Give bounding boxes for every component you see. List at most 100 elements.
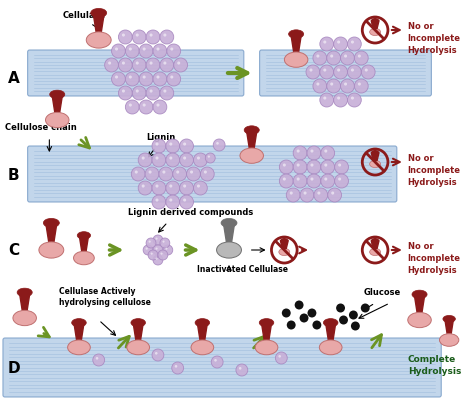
Circle shape xyxy=(96,357,99,360)
Circle shape xyxy=(180,139,193,153)
Circle shape xyxy=(275,352,287,364)
Circle shape xyxy=(135,171,138,173)
Ellipse shape xyxy=(73,251,94,265)
Circle shape xyxy=(358,82,361,86)
Circle shape xyxy=(337,97,340,100)
Circle shape xyxy=(310,68,312,71)
Circle shape xyxy=(321,146,335,160)
Circle shape xyxy=(152,139,166,153)
Circle shape xyxy=(155,199,158,202)
Circle shape xyxy=(174,58,188,72)
Text: C: C xyxy=(8,242,19,257)
Circle shape xyxy=(316,55,319,58)
FancyBboxPatch shape xyxy=(260,50,431,96)
Text: No or
Incomplete
Hydrolysis: No or Incomplete Hydrolysis xyxy=(408,22,461,55)
Circle shape xyxy=(160,30,174,44)
Circle shape xyxy=(164,89,166,92)
Circle shape xyxy=(321,160,335,174)
Circle shape xyxy=(310,150,313,152)
Circle shape xyxy=(344,82,347,86)
Polygon shape xyxy=(79,236,89,252)
Circle shape xyxy=(156,103,159,107)
Circle shape xyxy=(153,44,167,58)
Circle shape xyxy=(166,195,180,209)
Circle shape xyxy=(310,163,313,167)
Circle shape xyxy=(335,160,348,174)
Circle shape xyxy=(336,304,345,312)
Circle shape xyxy=(118,58,132,72)
Polygon shape xyxy=(133,323,143,341)
Circle shape xyxy=(340,79,355,93)
Circle shape xyxy=(148,241,151,243)
Circle shape xyxy=(347,93,361,107)
Ellipse shape xyxy=(86,32,111,48)
Circle shape xyxy=(169,199,173,202)
Circle shape xyxy=(164,34,166,37)
Text: No or
Incomplete
Hydrolysis: No or Incomplete Hydrolysis xyxy=(408,154,461,186)
Ellipse shape xyxy=(127,340,149,355)
Circle shape xyxy=(358,55,361,58)
Polygon shape xyxy=(371,21,379,29)
Ellipse shape xyxy=(255,340,278,355)
Circle shape xyxy=(143,47,146,50)
Circle shape xyxy=(156,47,159,50)
Polygon shape xyxy=(46,223,57,243)
Ellipse shape xyxy=(370,248,381,256)
Circle shape xyxy=(310,178,313,181)
Circle shape xyxy=(214,359,217,362)
Circle shape xyxy=(351,68,354,71)
Circle shape xyxy=(347,37,361,51)
Polygon shape xyxy=(326,323,336,341)
Circle shape xyxy=(125,100,139,114)
Text: Cellulase: Cellulase xyxy=(62,11,105,20)
Ellipse shape xyxy=(13,310,36,326)
Circle shape xyxy=(166,139,180,153)
Circle shape xyxy=(213,139,225,151)
Circle shape xyxy=(136,61,139,65)
Circle shape xyxy=(115,76,118,79)
Circle shape xyxy=(338,163,341,167)
Circle shape xyxy=(146,86,160,100)
Circle shape xyxy=(324,150,328,152)
Circle shape xyxy=(297,150,300,152)
Ellipse shape xyxy=(43,218,59,227)
Circle shape xyxy=(139,44,153,58)
Ellipse shape xyxy=(412,290,427,299)
Circle shape xyxy=(216,142,219,144)
Circle shape xyxy=(313,51,327,65)
Polygon shape xyxy=(414,294,425,313)
Circle shape xyxy=(365,68,368,71)
Circle shape xyxy=(143,103,146,107)
Text: Cellulase Actively
hydrolysing cellulose: Cellulase Actively hydrolysing cellulose xyxy=(59,287,151,307)
Circle shape xyxy=(143,245,153,255)
Circle shape xyxy=(122,61,125,65)
Circle shape xyxy=(334,37,347,51)
Circle shape xyxy=(193,153,207,167)
Text: Cellulose chain: Cellulose chain xyxy=(5,123,77,132)
Ellipse shape xyxy=(221,218,237,227)
Ellipse shape xyxy=(259,319,274,327)
Circle shape xyxy=(152,181,166,195)
Circle shape xyxy=(167,72,181,86)
Circle shape xyxy=(307,160,321,174)
Circle shape xyxy=(169,157,173,160)
Circle shape xyxy=(132,86,146,100)
Circle shape xyxy=(166,153,180,167)
Circle shape xyxy=(355,51,368,65)
Circle shape xyxy=(239,367,241,370)
Ellipse shape xyxy=(280,238,288,243)
Ellipse shape xyxy=(131,319,146,327)
Circle shape xyxy=(320,93,334,107)
Circle shape xyxy=(190,171,193,173)
Ellipse shape xyxy=(195,319,210,327)
Circle shape xyxy=(308,309,316,318)
Circle shape xyxy=(152,349,164,361)
Circle shape xyxy=(306,65,320,79)
Circle shape xyxy=(318,192,320,194)
Circle shape xyxy=(328,188,342,202)
Circle shape xyxy=(146,247,148,250)
Circle shape xyxy=(282,309,291,318)
Circle shape xyxy=(111,44,125,58)
Text: B: B xyxy=(8,168,19,183)
Circle shape xyxy=(287,320,296,330)
